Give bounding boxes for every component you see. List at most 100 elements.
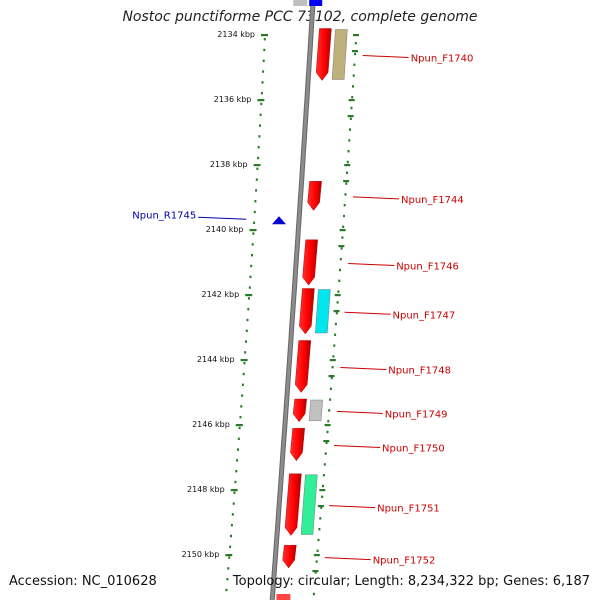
cropped-feature — [309, 0, 323, 6]
scale-dot — [260, 102, 263, 106]
scale-dot — [263, 48, 266, 52]
minor-tick-mark — [319, 489, 326, 492]
gene-label-leader — [333, 445, 381, 448]
feature-block — [308, 399, 323, 421]
scale-dot — [237, 448, 239, 451]
gene-label[interactable]: Npun_F1752 — [373, 556, 436, 567]
scale-dot — [350, 106, 353, 110]
kbp-tick-label: 2138 kbp — [210, 160, 248, 169]
scale-dot — [331, 366, 334, 369]
scale-dot — [323, 463, 326, 466]
scale-dot — [260, 92, 263, 95]
scale-dot — [339, 258, 342, 261]
scale-dot — [313, 582, 316, 585]
minor-tick-mark — [333, 310, 340, 313]
scale-dot — [259, 124, 261, 127]
gene-label[interactable]: Npun_F1746 — [396, 262, 459, 273]
scale-dot — [255, 178, 258, 181]
scale-dot — [258, 135, 261, 138]
kbp-tick-mark — [230, 489, 238, 492]
gene-arrow[interactable] — [284, 473, 302, 536]
minor-tick-mark — [312, 570, 319, 573]
gene-arrow-reverse[interactable] — [272, 216, 286, 225]
kbp-tick-label: 2146 kbp — [192, 420, 230, 429]
scale-dot — [354, 42, 357, 45]
gene-label-leader — [329, 505, 376, 509]
gene-label[interactable]: Npun_F1740 — [411, 54, 474, 65]
gene-label[interactable]: Npun_F1750 — [382, 444, 445, 455]
gene-track — [272, 28, 332, 600]
minor-tick-mark — [347, 115, 354, 118]
scale-dot — [253, 210, 256, 214]
scale-dot — [338, 279, 341, 282]
gene-arrow[interactable] — [307, 181, 322, 211]
gene-arrow[interactable] — [290, 428, 305, 462]
scale-dot — [225, 588, 228, 592]
scale-dot — [329, 387, 332, 390]
scale-dot — [319, 517, 322, 520]
scale-ticks-right — [312, 34, 359, 596]
kbp-tick-label: 2150 kbp — [182, 550, 220, 559]
scale-dot — [349, 128, 351, 131]
gene-label[interactable]: Npun_F1749 — [385, 409, 448, 420]
scale-dot — [245, 340, 247, 343]
scale-dot — [335, 312, 338, 315]
gene-label[interactable]: Npun_R1745 — [132, 210, 196, 221]
minor-tick-mark — [343, 180, 350, 183]
scale-dot — [327, 420, 330, 423]
cropped-gene — [276, 594, 291, 600]
gene-label[interactable]: Npun_F1751 — [377, 504, 440, 515]
scale-dot — [336, 301, 339, 304]
scale-dot — [240, 405, 243, 408]
gene-arrow[interactable] — [315, 28, 332, 81]
gene-arrow[interactable] — [299, 288, 315, 335]
gene-label[interactable]: Npun_F1747 — [393, 310, 456, 321]
gene-arrow[interactable] — [294, 340, 312, 393]
scale-dot — [231, 513, 234, 516]
scale-dot — [339, 268, 341, 272]
scale-dot — [333, 344, 336, 347]
scale-dot — [237, 437, 240, 440]
kbp-tick-label: 2148 kbp — [187, 485, 225, 494]
scale-dot — [227, 567, 230, 570]
scale-dot — [262, 70, 265, 73]
scale-dot — [341, 236, 344, 239]
minor-tick-mark — [313, 554, 320, 557]
scale-dot — [351, 96, 354, 99]
scale-dot — [251, 254, 253, 257]
gene-arrow[interactable] — [292, 398, 307, 423]
scale-dot — [256, 167, 259, 170]
scale-dot — [257, 146, 260, 149]
scale-dot — [332, 355, 335, 358]
scale-dot — [236, 459, 239, 462]
scale-dot — [321, 495, 324, 498]
scale-dot — [337, 290, 340, 293]
scale-dot — [334, 322, 337, 326]
scale-dot — [312, 592, 315, 596]
scale-dot — [326, 430, 329, 434]
feature-track — [293, 0, 348, 535]
genome-title: Nostoc punctiforme PCC 73102, complete g… — [122, 9, 478, 25]
scale-dot — [252, 232, 255, 235]
scale-dot — [229, 545, 232, 548]
gene-arrow[interactable] — [282, 545, 297, 569]
backbone-line — [270, 0, 315, 600]
gene-label[interactable]: Npun_F1748 — [388, 366, 451, 377]
gene-label-leader — [324, 557, 371, 561]
gene-label[interactable]: Npun_F1744 — [401, 195, 464, 206]
scale-dot — [242, 372, 245, 376]
kbp-tick-mark — [245, 294, 253, 297]
scale-dot — [325, 441, 328, 444]
scale-dot — [314, 571, 317, 574]
scale-dot — [345, 182, 348, 185]
minor-tick-mark — [339, 229, 346, 232]
scale-dot — [262, 59, 265, 62]
scale-dot — [330, 376, 333, 380]
gene-arrow[interactable] — [302, 239, 318, 286]
scale-dot — [241, 394, 244, 397]
minor-tick-mark — [348, 99, 355, 102]
scale-dot — [316, 549, 319, 552]
kbp-tick-label: 2144 kbp — [197, 355, 235, 364]
scale-dot — [230, 534, 232, 538]
kbp-tick-label: 2142 kbp — [201, 290, 239, 299]
